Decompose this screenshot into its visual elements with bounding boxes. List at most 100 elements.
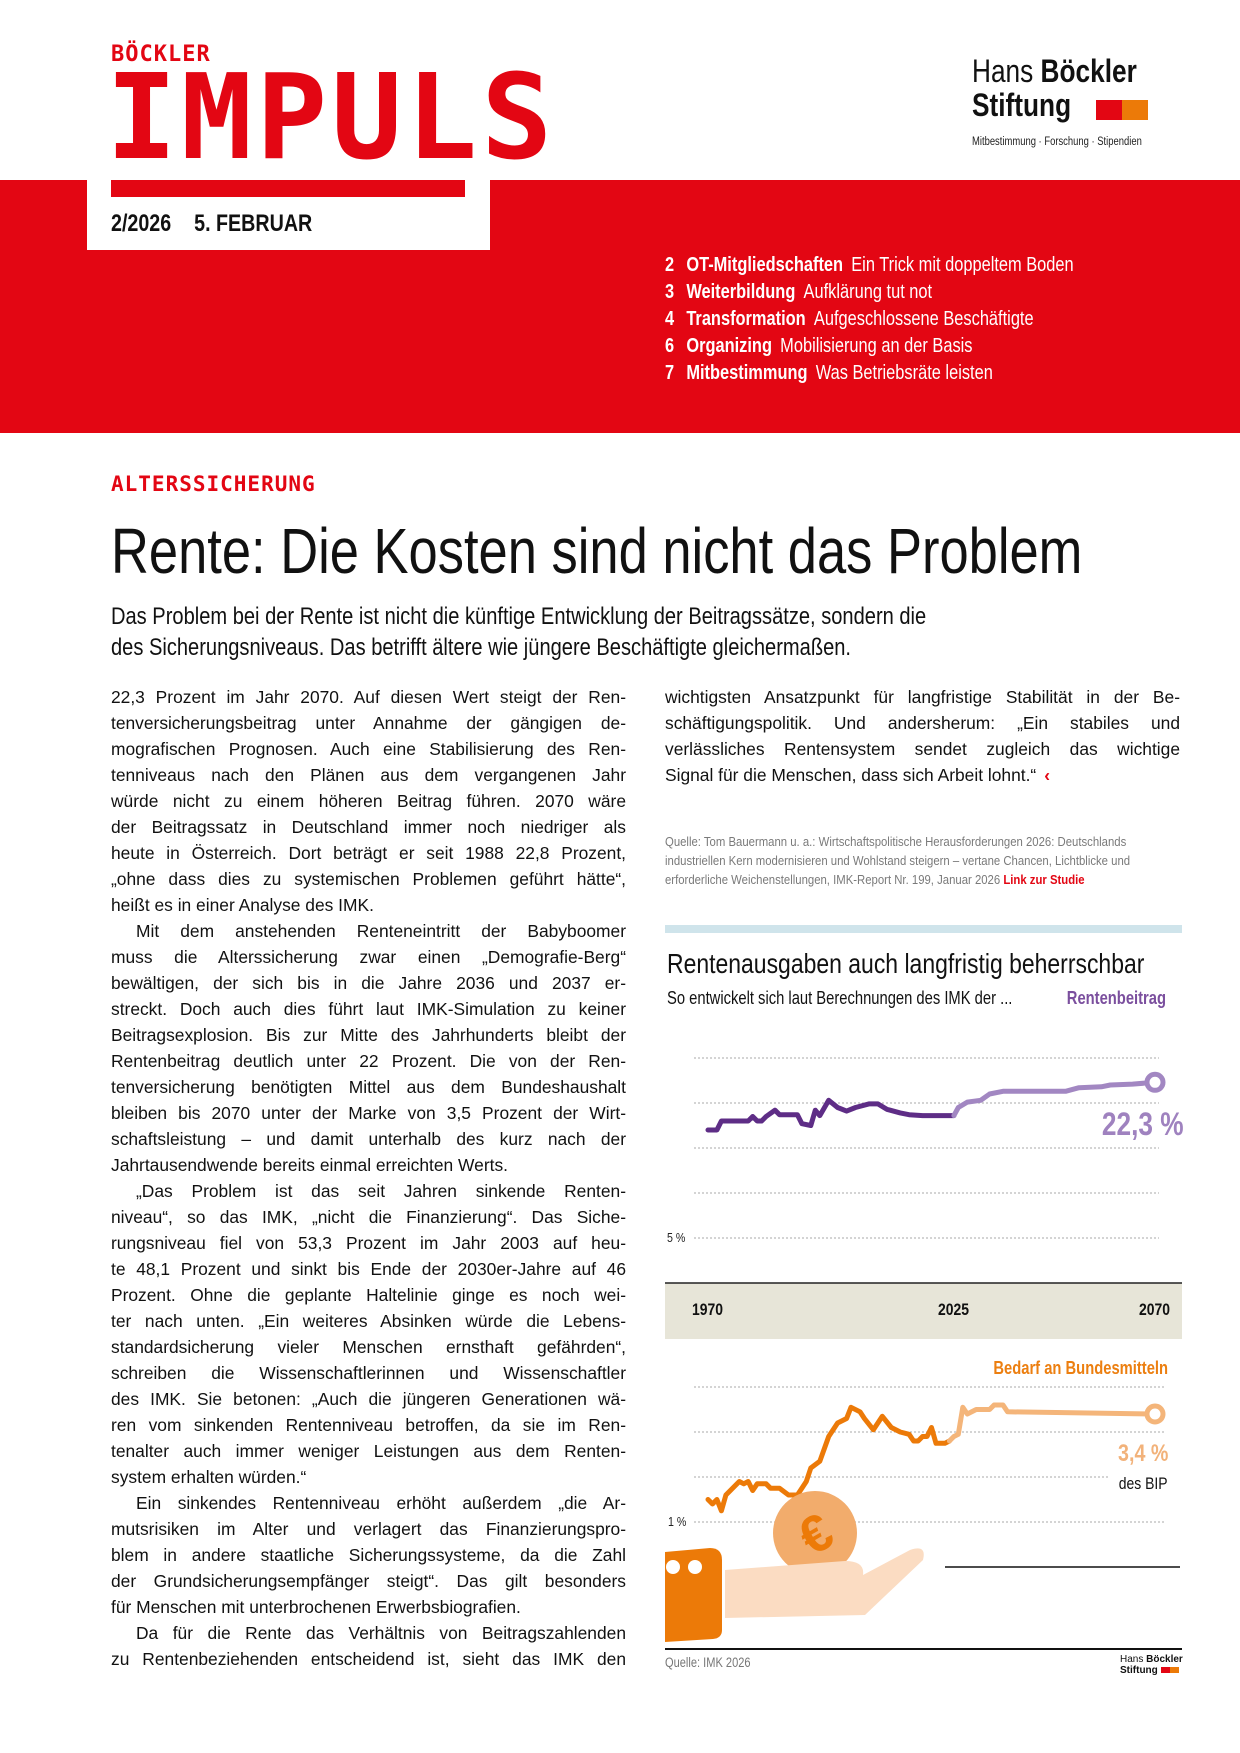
toc-page: 4 [665, 308, 675, 330]
chart-top-bar [665, 925, 1182, 933]
series-label-bundesmittel: Bedarf an Bundesmitteln [993, 1358, 1168, 1378]
x-tick-1970: 1970 [692, 1300, 724, 1319]
article-headline: Rente: Die Kosten sind nicht das Problem [111, 515, 1083, 587]
x-tick-2070: 2070 [1139, 1300, 1171, 1319]
article-line: schreiben die Wissenschaftlerinnen und W… [111, 1363, 626, 1383]
article-line: wichtigsten Ansatzpunkt für langfristige… [665, 684, 1180, 710]
toc-item[interactable]: 7 Mitbestimmung Was Betriebsräte leisten [665, 360, 1163, 387]
article-line: niveau“, so das IMK, „nicht die Finanzie… [111, 1207, 626, 1227]
source-text: Quelle: Tom Bauermann u. a.: Wirtschafts… [665, 834, 1131, 887]
end-mark-icon: ‹ [1044, 765, 1050, 785]
logo-orange-square-icon [1122, 100, 1148, 120]
toc-title: Aufklärung tut not [803, 281, 933, 303]
end-value-unit: des BIP [1119, 1474, 1168, 1493]
deck-line: des Sicherungsniveaus. Das betrifft älte… [111, 634, 852, 661]
toc-topic: Transformation [686, 308, 806, 330]
article-line: schaftsleistung – und damit unterhalb de… [111, 1129, 626, 1149]
article-line: der Grundsicherungsempfänger steigt“. Da… [111, 1571, 626, 1591]
y-tick-label: 1 % [668, 1514, 687, 1529]
article-source: Quelle: Tom Bauermann u. a.: Wirtschafts… [665, 832, 1205, 889]
issue-info: 2/2026 5. FEBRUAR [111, 210, 412, 238]
article-line: tenalter auch immer weniger Leistungen a… [111, 1441, 626, 1461]
y-tick-label: 5 % [667, 1230, 686, 1245]
end-value-rentenbeitrag: 22,3 % [1102, 1106, 1184, 1142]
hand-coin-illustration: € [665, 1491, 924, 1642]
hbs-logo[interactable]: Hans Böckler Stiftung Mitbestimmung · Fo… [946, 30, 1208, 158]
mini-logo-boeckler: Böckler [1146, 1654, 1183, 1665]
logo-boeckler: Böckler [1040, 53, 1137, 89]
study-link[interactable]: Link zur Studie [1003, 872, 1085, 887]
article-column-left: 22,3 Prozent im Jahr 2070. Auf diesen We… [111, 684, 626, 1672]
toc-topic: Mitbestimmung [686, 362, 808, 384]
brand-small: BÖCKLER [111, 42, 211, 67]
article-line-text: verlässliches Rentensystem sendet zuglei… [665, 739, 1180, 759]
x-axis-band [665, 1283, 1182, 1339]
logo-red-square-icon [1096, 100, 1122, 120]
rentenbeitrag-projection-line [951, 1079, 1158, 1119]
rentenbeitrag-actual-line [705, 1097, 957, 1133]
chart-mini-logo: Hans Böckler Stiftung [1120, 1654, 1183, 1676]
issue-date: 5. FEBRUAR [194, 210, 313, 237]
toc-page: 6 [665, 335, 675, 357]
table-of-contents: 2 OT-Mitgliedschaften Ein Trick mit doppel… [665, 252, 1163, 387]
article-line: schäftigungspolitik. Und andersherum: „E… [665, 710, 1180, 736]
article-line: heute in Österreich. Dort beträgt er sei… [111, 843, 626, 863]
toc-title: Mobilisierung an der Basis [780, 335, 973, 357]
toc-topic: OT-Mitgliedschaften [686, 254, 844, 276]
logo-stiftung: Stiftung [972, 87, 1072, 123]
series-label-rentenbeitrag: Rentenbeitrag [1066, 988, 1166, 1008]
article-column-right: wichtigsten Ansatzpunkt für langfristige… [665, 684, 1180, 788]
euro-coin-icon [773, 1491, 857, 1575]
toc-item[interactable]: 4 Transformation Aufgeschlossene Beschäfti… [665, 306, 1163, 333]
article-line: Mit dem anstehenden Renteneintritt der B… [136, 921, 626, 941]
toc-page: 7 [665, 362, 675, 384]
article-line: Signal für die Menschen, dass sich Arbei… [665, 762, 1180, 788]
article-line: mutsrisiken im Alter und verlagert das F… [111, 1519, 626, 1539]
article-line-text: Signal für die Menschen, dass sich Arbei… [665, 765, 1037, 785]
deck-line: Das Problem bei der Rente ist nicht die … [111, 603, 927, 630]
article-line: „Das Problem ist das seit Jahren sinkend… [136, 1181, 626, 1201]
article-line: Da für die Rente das Verhältnis von Beit… [136, 1623, 626, 1643]
logo-hans: Hans [972, 53, 1034, 89]
article-line: „ohne dass dies zu systemischen Probleme… [111, 869, 626, 889]
chart-source: Quelle: IMK 2026 [665, 1655, 751, 1670]
bundesmittel-projection-line [946, 1402, 1158, 1444]
toc-title: Was Betriebsräte leisten [815, 362, 993, 384]
article-line-text: schäftigungspolitik. Und andersherum: „E… [665, 713, 1180, 733]
sleeve-icon [665, 1548, 722, 1642]
article-line: Jahrtausendwende bereits einmal erreicht… [111, 1155, 508, 1175]
bundesmittel-actual-line [705, 1404, 952, 1514]
article-line: 22,3 Prozent im Jahr 2070. Auf diesen We… [111, 687, 626, 707]
issue-number: 2/2026 [111, 210, 172, 237]
bundesmittel-end-marker [1144, 1403, 1166, 1425]
chart-subtitle: So entwickelt sich laut Berechnungen des… [667, 988, 1013, 1008]
article-line: Prozent. Ohne die geplante Haltelinie gi… [111, 1285, 626, 1305]
article-line: ren vom sinkenden Rentenniveau betroffen… [111, 1415, 626, 1435]
rentenbeitrag-end-marker [1144, 1071, 1166, 1093]
toc-item[interactable]: 3 Weiterbildung Aufklärung tut not [665, 279, 1163, 306]
hand-icon [725, 1548, 924, 1618]
toc-item[interactable]: 6 Organizing Mobilisierung an der Basis [665, 333, 1163, 360]
article-line: ter nach unten. „Ein weiteres Absinken w… [111, 1311, 626, 1331]
toc-title: Aufgeschlossene Beschäftigte [813, 308, 1034, 330]
article-line: tenversicherung benötigten Mittel aus de… [111, 1077, 626, 1097]
article-line: standardsicherung vieler Menschen ernsth… [111, 1337, 626, 1357]
toc-item[interactable]: 2 OT-Mitgliedschaften Ein Trick mit doppel… [665, 252, 1163, 279]
logo-tagline: Mitbestimmung · Forschung · Stipendien [972, 136, 1142, 148]
article-line: te 48,1 Prozent und sinkt bis Ende der 2… [111, 1259, 626, 1279]
article-line: blem in andere staatliche Sicherungssyst… [111, 1545, 626, 1565]
toc-title: Ein Trick mit doppeltem Boden [851, 254, 1074, 276]
end-value-bundesmittel: 3,4 % [1117, 1440, 1168, 1467]
article-line: system erhalten würden.“ [111, 1467, 307, 1487]
article-line: verlässliches Rentensystem sendet zuglei… [665, 736, 1180, 762]
brand-underline [111, 180, 465, 197]
article-line: Ein sinkendes Rentenniveau erhöht außerd… [136, 1493, 626, 1513]
article-line: für Menschen mit unterbrochenen Erwerbsb… [111, 1597, 521, 1617]
article-line: tenversicherungsbeitrag unter Annahme de… [111, 713, 626, 733]
article-line: Rentenbeitrag deutlich unter 22 Prozent.… [111, 1051, 626, 1071]
article-kicker: ALTERSSICHERUNG [111, 472, 316, 496]
article-line: würde nicht zu einem höheren Beitrag füh… [111, 791, 626, 811]
article-line: bewältigen, der sich bis in die Jahre 20… [111, 973, 626, 993]
article-line: bleiben bis 2070 unter der Marke von 3,5… [111, 1103, 626, 1123]
article-line: mografischen Prognosen. Auch eine Stabil… [111, 739, 626, 759]
